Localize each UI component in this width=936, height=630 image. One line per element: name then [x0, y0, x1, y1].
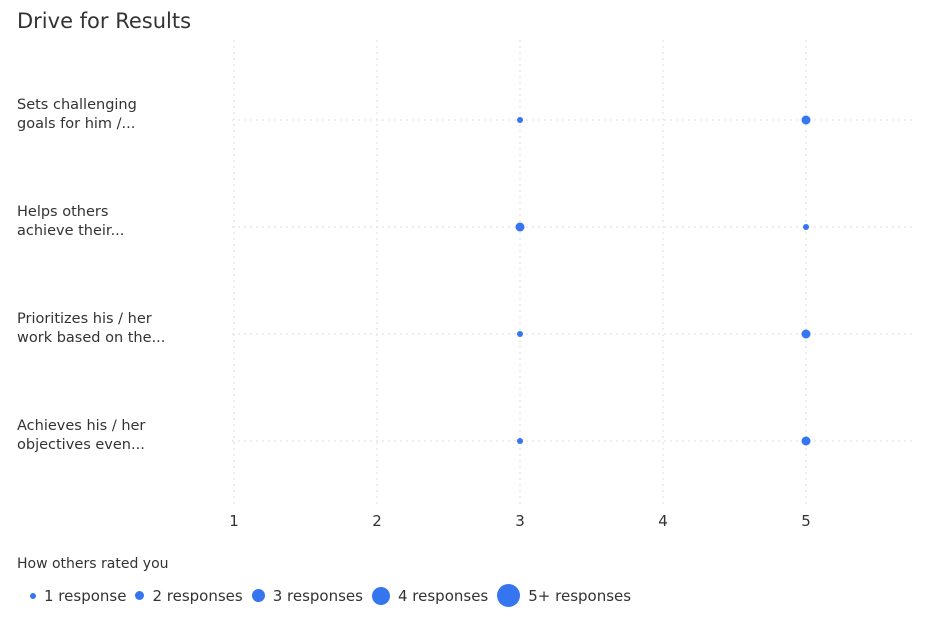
legend-dot-icon [251, 589, 265, 602]
legend-label: 4 responses [397, 586, 489, 605]
y-category-label: Sets challenging goals for him /... [17, 96, 217, 134]
legend-dot-icon [30, 592, 36, 599]
legend-item: 5+ responses [497, 584, 631, 607]
y-category-label-line: goals for him /... [17, 116, 136, 132]
y-category-label-line: Sets challenging [17, 97, 137, 113]
x-tick-label: 1 [229, 512, 239, 530]
y-category-label-line: Achieves his / her [17, 418, 146, 434]
legend-item: 3 responses [251, 586, 363, 605]
legend-dot-icon [135, 591, 145, 600]
data-point [801, 115, 811, 125]
x-tick-label: 2 [372, 512, 382, 530]
legend-label: 1 response [44, 586, 127, 605]
y-category-label-line: work based on the... [17, 330, 166, 346]
legend-label: 2 responses [152, 586, 243, 605]
data-point [801, 436, 811, 446]
x-tick-label: 3 [515, 512, 525, 530]
legend-item: 4 responses [371, 586, 489, 605]
y-category-label-line: objectives even... [17, 437, 145, 453]
data-point [515, 222, 525, 232]
y-category-label: Achieves his / her objectives even... [17, 417, 217, 455]
data-point [517, 438, 523, 444]
data-point [517, 117, 523, 123]
chart-title: Drive for Results [17, 9, 192, 33]
x-tick-label: 4 [658, 512, 668, 530]
data-point [517, 331, 523, 337]
y-category-label-line: Helps others [17, 204, 109, 220]
data-point [801, 329, 811, 339]
legend-item: 1 response [30, 587, 126, 605]
y-category-label: Prioritizes his / her work based on the..… [17, 310, 217, 348]
y-category-label-line: achieve their... [17, 223, 125, 239]
legend-item: 2 responses [135, 586, 243, 605]
legend-title: How others rated you [17, 556, 169, 572]
legend: 1 response 2 responses 3 responses 4 respon… [30, 584, 640, 607]
y-category-label-line: Prioritizes his / her [17, 311, 152, 327]
legend-label: 3 responses [272, 586, 363, 605]
legend-dot-icon [371, 586, 390, 605]
data-point [803, 224, 809, 230]
legend-label: 5+ responses [528, 586, 632, 605]
legend-dot-icon [497, 584, 521, 607]
y-category-label: Helps others achieve their... [17, 203, 217, 241]
x-tick-label: 5 [801, 512, 811, 530]
